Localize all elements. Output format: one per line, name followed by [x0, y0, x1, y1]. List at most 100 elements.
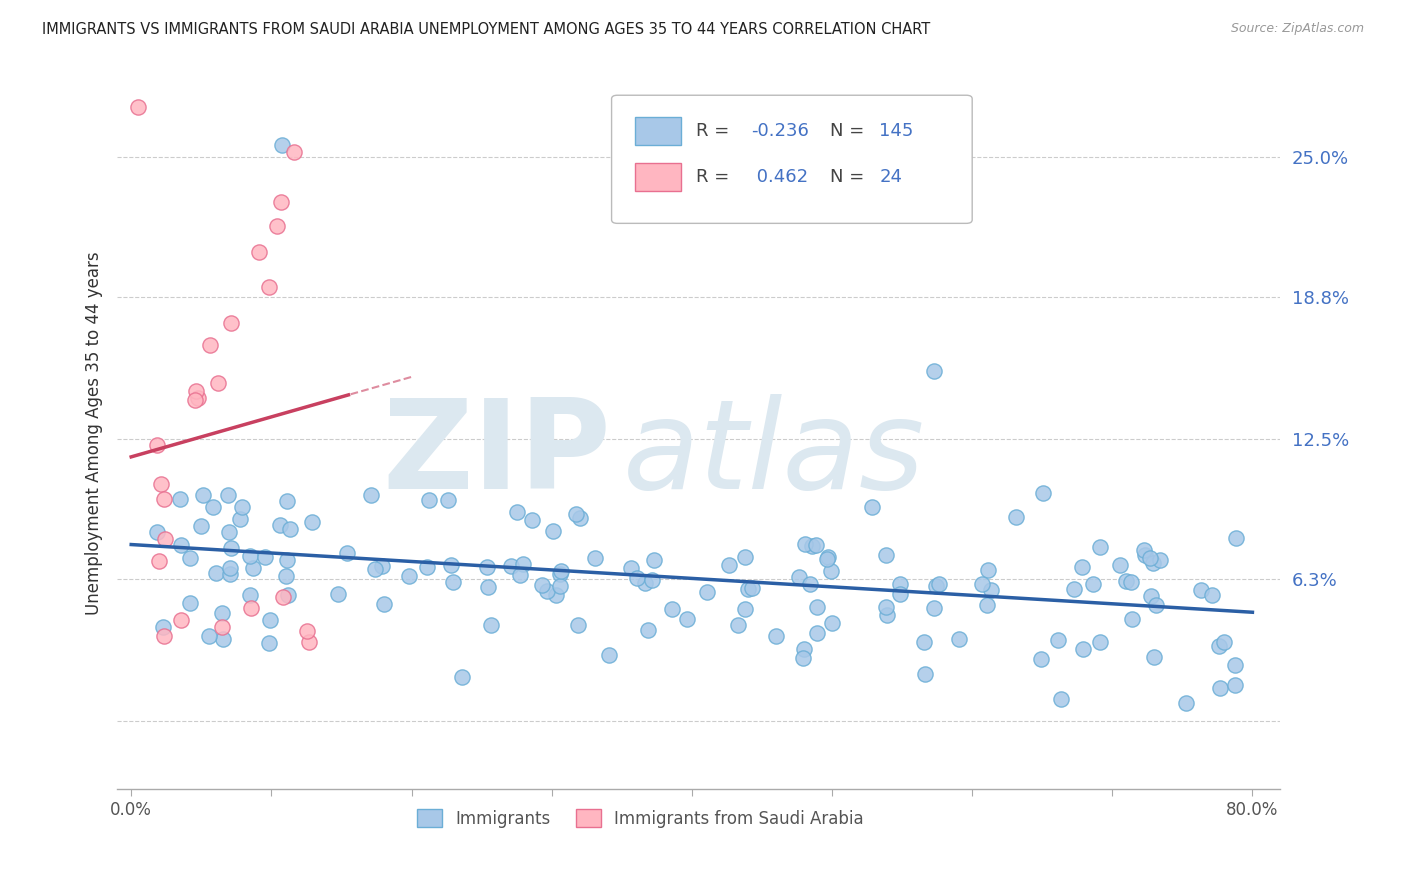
- Point: [1133, 543, 1156, 558]
- Point: [218, 524, 240, 539]
- Point: [1005, 509, 1028, 524]
- Point: [219, 317, 242, 331]
- Point: [569, 511, 592, 525]
- Point: [1174, 697, 1197, 711]
- Text: ZIP: ZIP: [382, 394, 612, 516]
- Point: [278, 522, 301, 536]
- Legend: Immigrants, Immigrants from Saudi Arabia: Immigrants, Immigrants from Saudi Arabia: [411, 803, 870, 834]
- Point: [806, 625, 828, 640]
- Point: [336, 546, 359, 560]
- FancyBboxPatch shape: [636, 163, 682, 191]
- Point: [876, 608, 898, 623]
- Point: [217, 488, 239, 502]
- Point: [270, 138, 292, 153]
- Point: [148, 553, 170, 567]
- Point: [228, 512, 250, 526]
- Text: 0.462: 0.462: [751, 168, 808, 186]
- Point: [860, 500, 883, 514]
- Point: [169, 491, 191, 506]
- Point: [565, 507, 588, 521]
- Point: [1144, 598, 1167, 612]
- Point: [924, 579, 946, 593]
- Point: [276, 494, 298, 508]
- Point: [889, 577, 911, 591]
- Point: [183, 392, 205, 407]
- Point: [536, 583, 558, 598]
- Point: [146, 525, 169, 540]
- Point: [620, 561, 643, 575]
- Point: [212, 632, 235, 647]
- Point: [450, 670, 472, 684]
- Point: [889, 587, 911, 601]
- Point: [201, 500, 224, 514]
- Point: [506, 505, 529, 519]
- Point: [643, 553, 665, 567]
- Text: -0.236: -0.236: [751, 122, 808, 140]
- Point: [598, 648, 620, 662]
- Text: R =: R =: [696, 168, 735, 186]
- Point: [522, 513, 544, 527]
- Text: N =: N =: [831, 168, 870, 186]
- Point: [914, 666, 936, 681]
- Point: [1139, 551, 1161, 566]
- Point: [273, 590, 295, 604]
- Point: [548, 566, 571, 581]
- Point: [626, 571, 648, 585]
- Point: [1046, 633, 1069, 648]
- Point: [550, 579, 572, 593]
- Text: atlas: atlas: [623, 394, 925, 516]
- Point: [240, 601, 263, 615]
- Point: [441, 574, 464, 589]
- Point: [976, 598, 998, 612]
- Point: [477, 580, 499, 594]
- Point: [211, 606, 233, 620]
- Point: [799, 576, 821, 591]
- Point: [205, 566, 228, 581]
- Point: [257, 280, 280, 294]
- Point: [912, 635, 935, 649]
- Text: IMMIGRANTS VS IMMIGRANTS FROM SAUDI ARABIA UNEMPLOYMENT AMONG AGES 35 TO 44 YEAR: IMMIGRANTS VS IMMIGRANTS FROM SAUDI ARAB…: [42, 22, 931, 37]
- Point: [792, 642, 814, 657]
- Point: [191, 488, 214, 502]
- Point: [1225, 657, 1247, 672]
- Point: [326, 587, 349, 601]
- Point: [634, 575, 657, 590]
- Point: [734, 549, 756, 564]
- Point: [152, 619, 174, 633]
- Point: [179, 596, 201, 610]
- Point: [418, 493, 440, 508]
- Point: [146, 438, 169, 452]
- Point: [269, 518, 291, 533]
- Point: [301, 515, 323, 529]
- Point: [741, 581, 763, 595]
- Point: [219, 567, 242, 582]
- Point: [1071, 560, 1094, 574]
- Point: [219, 541, 242, 556]
- Point: [1121, 612, 1143, 626]
- Point: [149, 477, 172, 491]
- Point: [1108, 558, 1130, 572]
- Point: [270, 194, 292, 209]
- Point: [276, 553, 298, 567]
- Point: [127, 100, 149, 114]
- Point: [475, 559, 498, 574]
- Point: [661, 602, 683, 616]
- Point: [184, 384, 207, 398]
- Point: [1133, 548, 1156, 562]
- Point: [242, 561, 264, 575]
- Point: [266, 219, 288, 234]
- Point: [371, 559, 394, 574]
- Point: [1225, 532, 1247, 546]
- Point: [922, 364, 945, 378]
- Point: [922, 601, 945, 615]
- Point: [190, 519, 212, 533]
- Point: [512, 557, 534, 571]
- Point: [153, 532, 176, 546]
- Point: [295, 624, 318, 638]
- Point: [875, 600, 897, 615]
- Point: [1032, 485, 1054, 500]
- Point: [416, 560, 439, 574]
- Point: [437, 493, 460, 508]
- Point: [398, 569, 420, 583]
- Point: [1225, 678, 1247, 692]
